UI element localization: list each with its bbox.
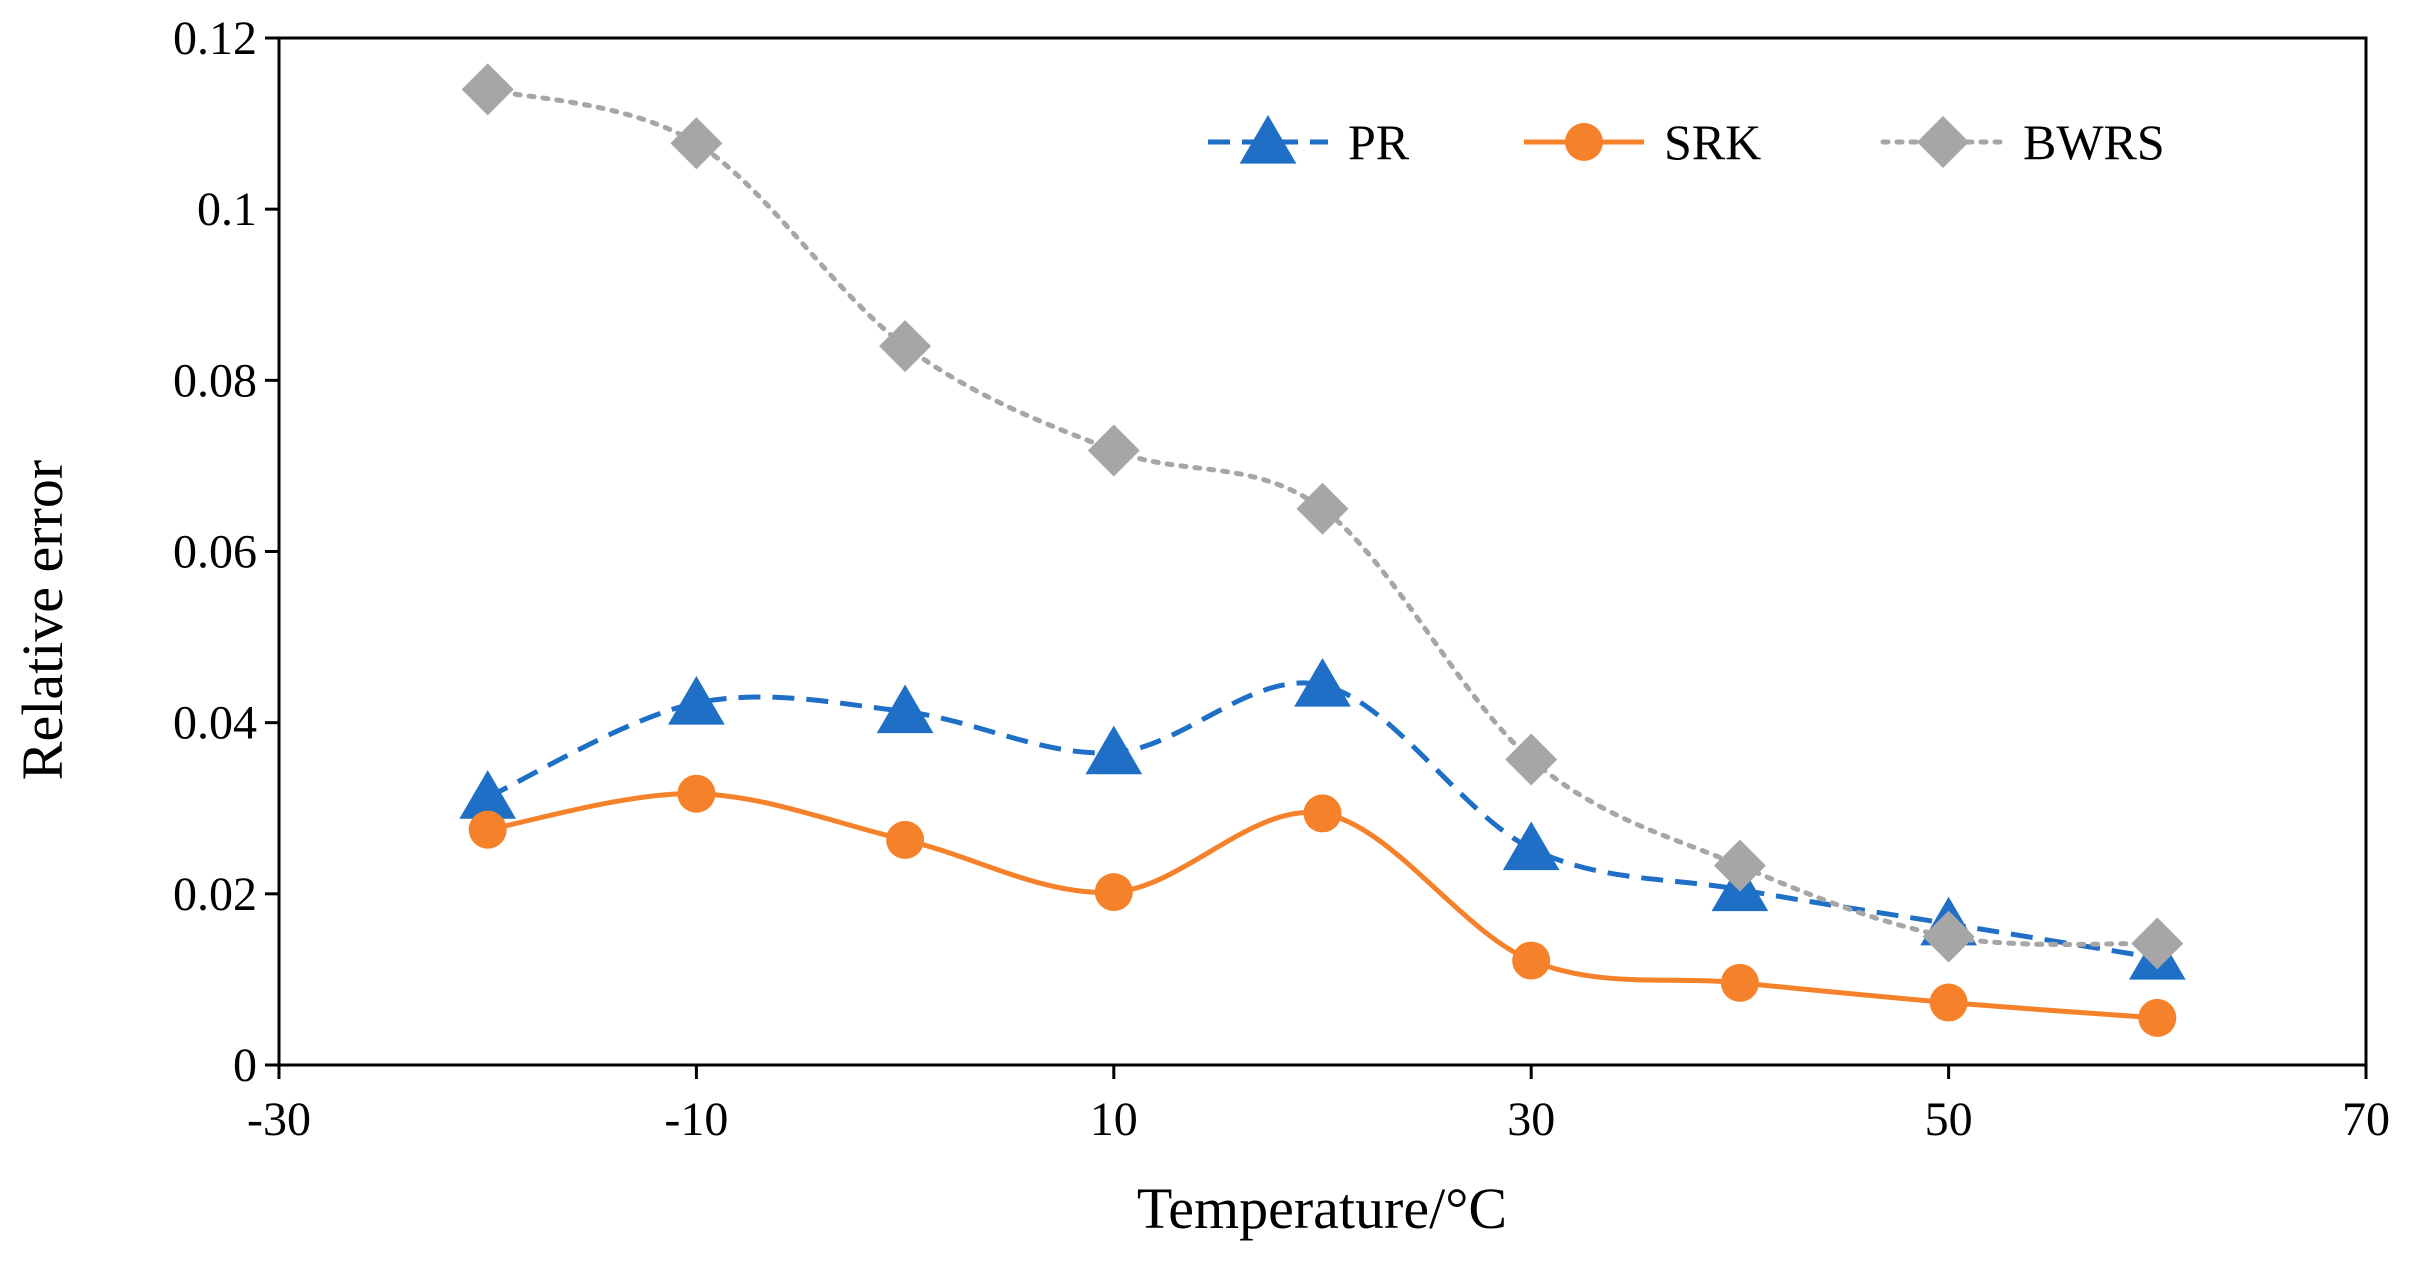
y-tick-label: 0.12 xyxy=(173,12,257,65)
data-point-bwrs xyxy=(461,63,514,116)
data-point-bwrs xyxy=(879,320,932,373)
data-point-bwrs xyxy=(1296,482,1349,535)
y-tick-label: 0.06 xyxy=(173,526,257,579)
x-axis: -30 -10 10 30 50 70 xyxy=(247,1065,2390,1146)
data-point-pr xyxy=(1502,821,1560,871)
series-srk xyxy=(468,774,2177,1037)
x-tick-label: 70 xyxy=(2342,1093,2390,1146)
x-tick-label: 50 xyxy=(1925,1093,1973,1146)
y-tick-label: 0 xyxy=(233,1039,257,1092)
data-point-srk xyxy=(468,810,507,849)
data-point-bwrs xyxy=(1505,733,1558,786)
data-point-srk xyxy=(886,820,925,859)
data-point-srk xyxy=(1303,794,1342,833)
legend: PR SRK BWRS xyxy=(1208,114,2165,170)
series-layer xyxy=(459,63,2186,1037)
series-line-bwrs xyxy=(485,86,2160,947)
data-point-srk xyxy=(2138,998,2177,1037)
data-point-pr xyxy=(1085,725,1143,775)
data-point-pr xyxy=(1294,658,1351,707)
data-point-srk xyxy=(1929,983,1968,1022)
data-point-srk xyxy=(1094,873,1133,912)
data-point-bwrs xyxy=(670,117,723,170)
y-tick-label: 0.02 xyxy=(173,868,257,921)
y-tick-label: 0.1 xyxy=(197,183,257,236)
data-point-pr xyxy=(876,684,934,734)
x-tick-label: -10 xyxy=(664,1093,728,1146)
x-axis-title: Temperature/°C xyxy=(1137,1176,1507,1241)
data-point-srk xyxy=(1720,963,1759,1002)
series-line-pr xyxy=(486,680,2158,961)
legend-label-srk: SRK xyxy=(1664,114,1761,170)
data-point-pr xyxy=(459,770,517,819)
legend-marker-pr xyxy=(1239,115,1297,164)
x-tick-label: 10 xyxy=(1090,1093,1138,1146)
legend-marker-srk xyxy=(1565,123,1603,161)
y-axis-title: Relative error xyxy=(10,460,75,780)
data-point-bwrs xyxy=(1922,910,1975,963)
data-point-bwrs xyxy=(1713,839,1766,892)
x-tick-label: 30 xyxy=(1507,1093,1555,1146)
y-axis: 0 0.02 0.04 0.06 0.08 0.1 0.12 xyxy=(173,12,279,1092)
legend-label-pr: PR xyxy=(1348,114,1410,170)
data-point-srk xyxy=(1512,941,1551,980)
data-point-pr xyxy=(668,675,725,725)
data-point-bwrs xyxy=(1087,424,1140,477)
y-tick-label: 0.08 xyxy=(173,354,257,407)
data-point-bwrs xyxy=(2131,917,2184,970)
legend-marker-bwrs xyxy=(1917,116,1969,168)
plot-frame xyxy=(277,36,2368,1067)
y-tick-label: 0.04 xyxy=(173,697,257,750)
legend-label-bwrs: BWRS xyxy=(2023,114,2165,170)
data-point-srk xyxy=(677,774,716,813)
series-bwrs xyxy=(461,63,2184,970)
x-tick-label: -30 xyxy=(247,1093,311,1146)
